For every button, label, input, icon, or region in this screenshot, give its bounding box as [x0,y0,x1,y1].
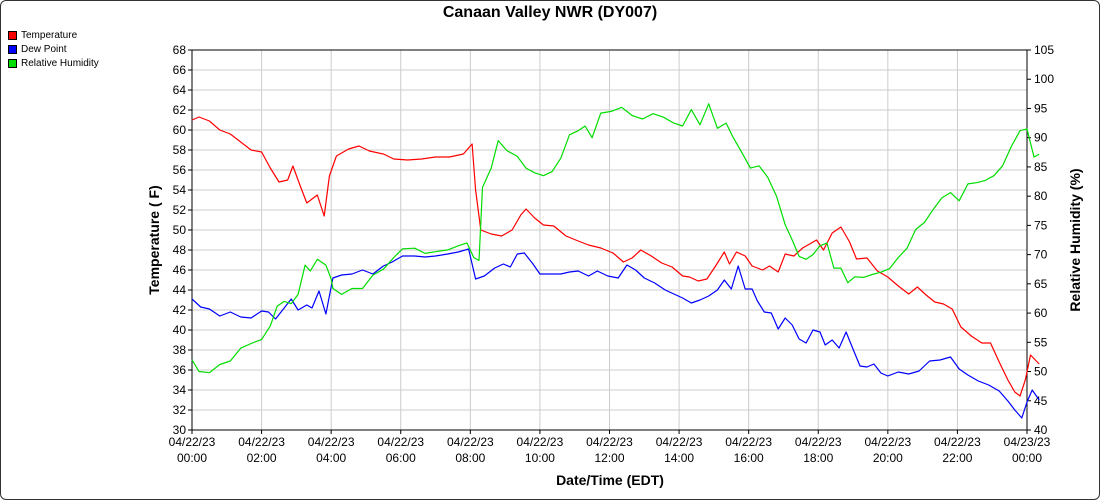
y-tick-label: 34 [173,383,187,397]
x-axis-label: Date/Time (EDT) [556,472,664,488]
legend-label-dew-point: Dew Point [21,43,67,55]
y2-tick-label: 70 [1034,248,1048,262]
y-tick-label: 64 [173,83,187,97]
legend-swatch-dew-point [8,44,17,54]
x-tick-label-date: 04/22/23 [656,435,703,449]
x-tick-label-time: 20:00 [873,451,903,465]
x-tick-label-date: 04/22/23 [725,435,772,449]
x-tick-label-time: 18:00 [803,451,833,465]
x-tick-label-time: 14:00 [664,451,694,465]
y2-tick-label: 75 [1034,218,1048,232]
y-tick-label: 62 [173,103,187,117]
legend-label-temperature: Temperature [21,29,78,41]
y-tick-label: 46 [173,263,187,277]
x-tick-label-date: 04/22/23 [586,435,633,449]
x-tick-label-time: 10:00 [525,451,555,465]
y2-tick-label: 40 [1034,423,1048,437]
series-line-relative-humidity [191,103,1040,374]
x-tick-label-time: 00:00 [1012,451,1042,465]
y2-tick-label: 90 [1034,131,1048,145]
y-axis-label: Temperature ( F) [146,185,162,294]
y-tick-label: 48 [173,243,187,257]
y2-tick-label: 95 [1034,101,1048,115]
y2-tick-label: 100 [1034,72,1054,86]
y-tick-label: 68 [173,43,187,57]
x-tick-label-date: 04/22/23 [169,435,216,449]
y-tick-label: 60 [173,123,187,137]
x-tick-label-time: 12:00 [594,451,624,465]
y-tick-label: 58 [173,143,187,157]
x-tick-label-date: 04/22/23 [795,435,842,449]
y-tick-label: 42 [173,303,187,317]
plot-border [191,49,1028,431]
y2-tick-label: 85 [1034,160,1048,174]
y-tick-label: 40 [173,323,187,337]
series-line-dew-point [191,248,1040,419]
series-line-temperature [191,116,1040,397]
chart-title: Canaan Valley NWR (DY007) [442,4,658,21]
y-tick-label: 54 [173,183,187,197]
x-tick-label-date: 04/22/23 [447,435,494,449]
x-tick-label-date: 04/22/23 [308,435,355,449]
y-tick-label: 50 [173,223,187,237]
x-tick-label-time: 16:00 [734,451,764,465]
x-tick-label-date: 04/23/23 [1004,435,1051,449]
x-tick-label-time: 00:00 [177,451,207,465]
x-tick-label-date: 04/22/23 [238,435,285,449]
legend-swatch-relative-humidity [8,58,17,68]
y2-tick-label: 80 [1034,189,1048,203]
x-tick-label-time: 04:00 [316,451,346,465]
y-tick-label: 30 [173,423,187,437]
legend-swatch-temperature [8,30,17,40]
x-tick-label-date: 04/22/23 [377,435,424,449]
x-tick-label-time: 08:00 [455,451,485,465]
legend-item-relative-humidity: Relative Humidity [8,56,99,70]
y2-tick-label: 65 [1034,277,1048,291]
x-tick-label-time: 06:00 [386,451,416,465]
x-tick-label-time: 02:00 [247,451,277,465]
legend-item-temperature: Temperature [8,28,99,42]
x-tick-label-date: 04/22/23 [517,435,564,449]
y-tick-label: 36 [173,363,187,377]
legend-item-dew-point: Dew Point [8,42,99,56]
y2-tick-label: 55 [1034,335,1048,349]
y2-tick-label: 105 [1034,43,1054,57]
y-tick-label: 44 [173,283,187,297]
y-tick-label: 66 [173,63,187,77]
y2-tick-label: 60 [1034,306,1048,320]
y-tick-label: 52 [173,203,187,217]
legend-label-relative-humidity: Relative Humidity [21,57,99,69]
y2-tick-label: 50 [1034,365,1048,379]
x-tick-label-time: 22:00 [942,451,972,465]
y2-axis-label: Relative Humidity (%) [1067,168,1083,311]
y-tick-label: 56 [173,163,187,177]
x-tick-label-date: 04/22/23 [864,435,911,449]
legend: Temperature Dew Point Relative Humidity [8,28,99,70]
x-tick-label-date: 04/22/23 [934,435,981,449]
y-tick-label: 38 [173,343,187,357]
y-tick-label: 32 [173,403,187,417]
